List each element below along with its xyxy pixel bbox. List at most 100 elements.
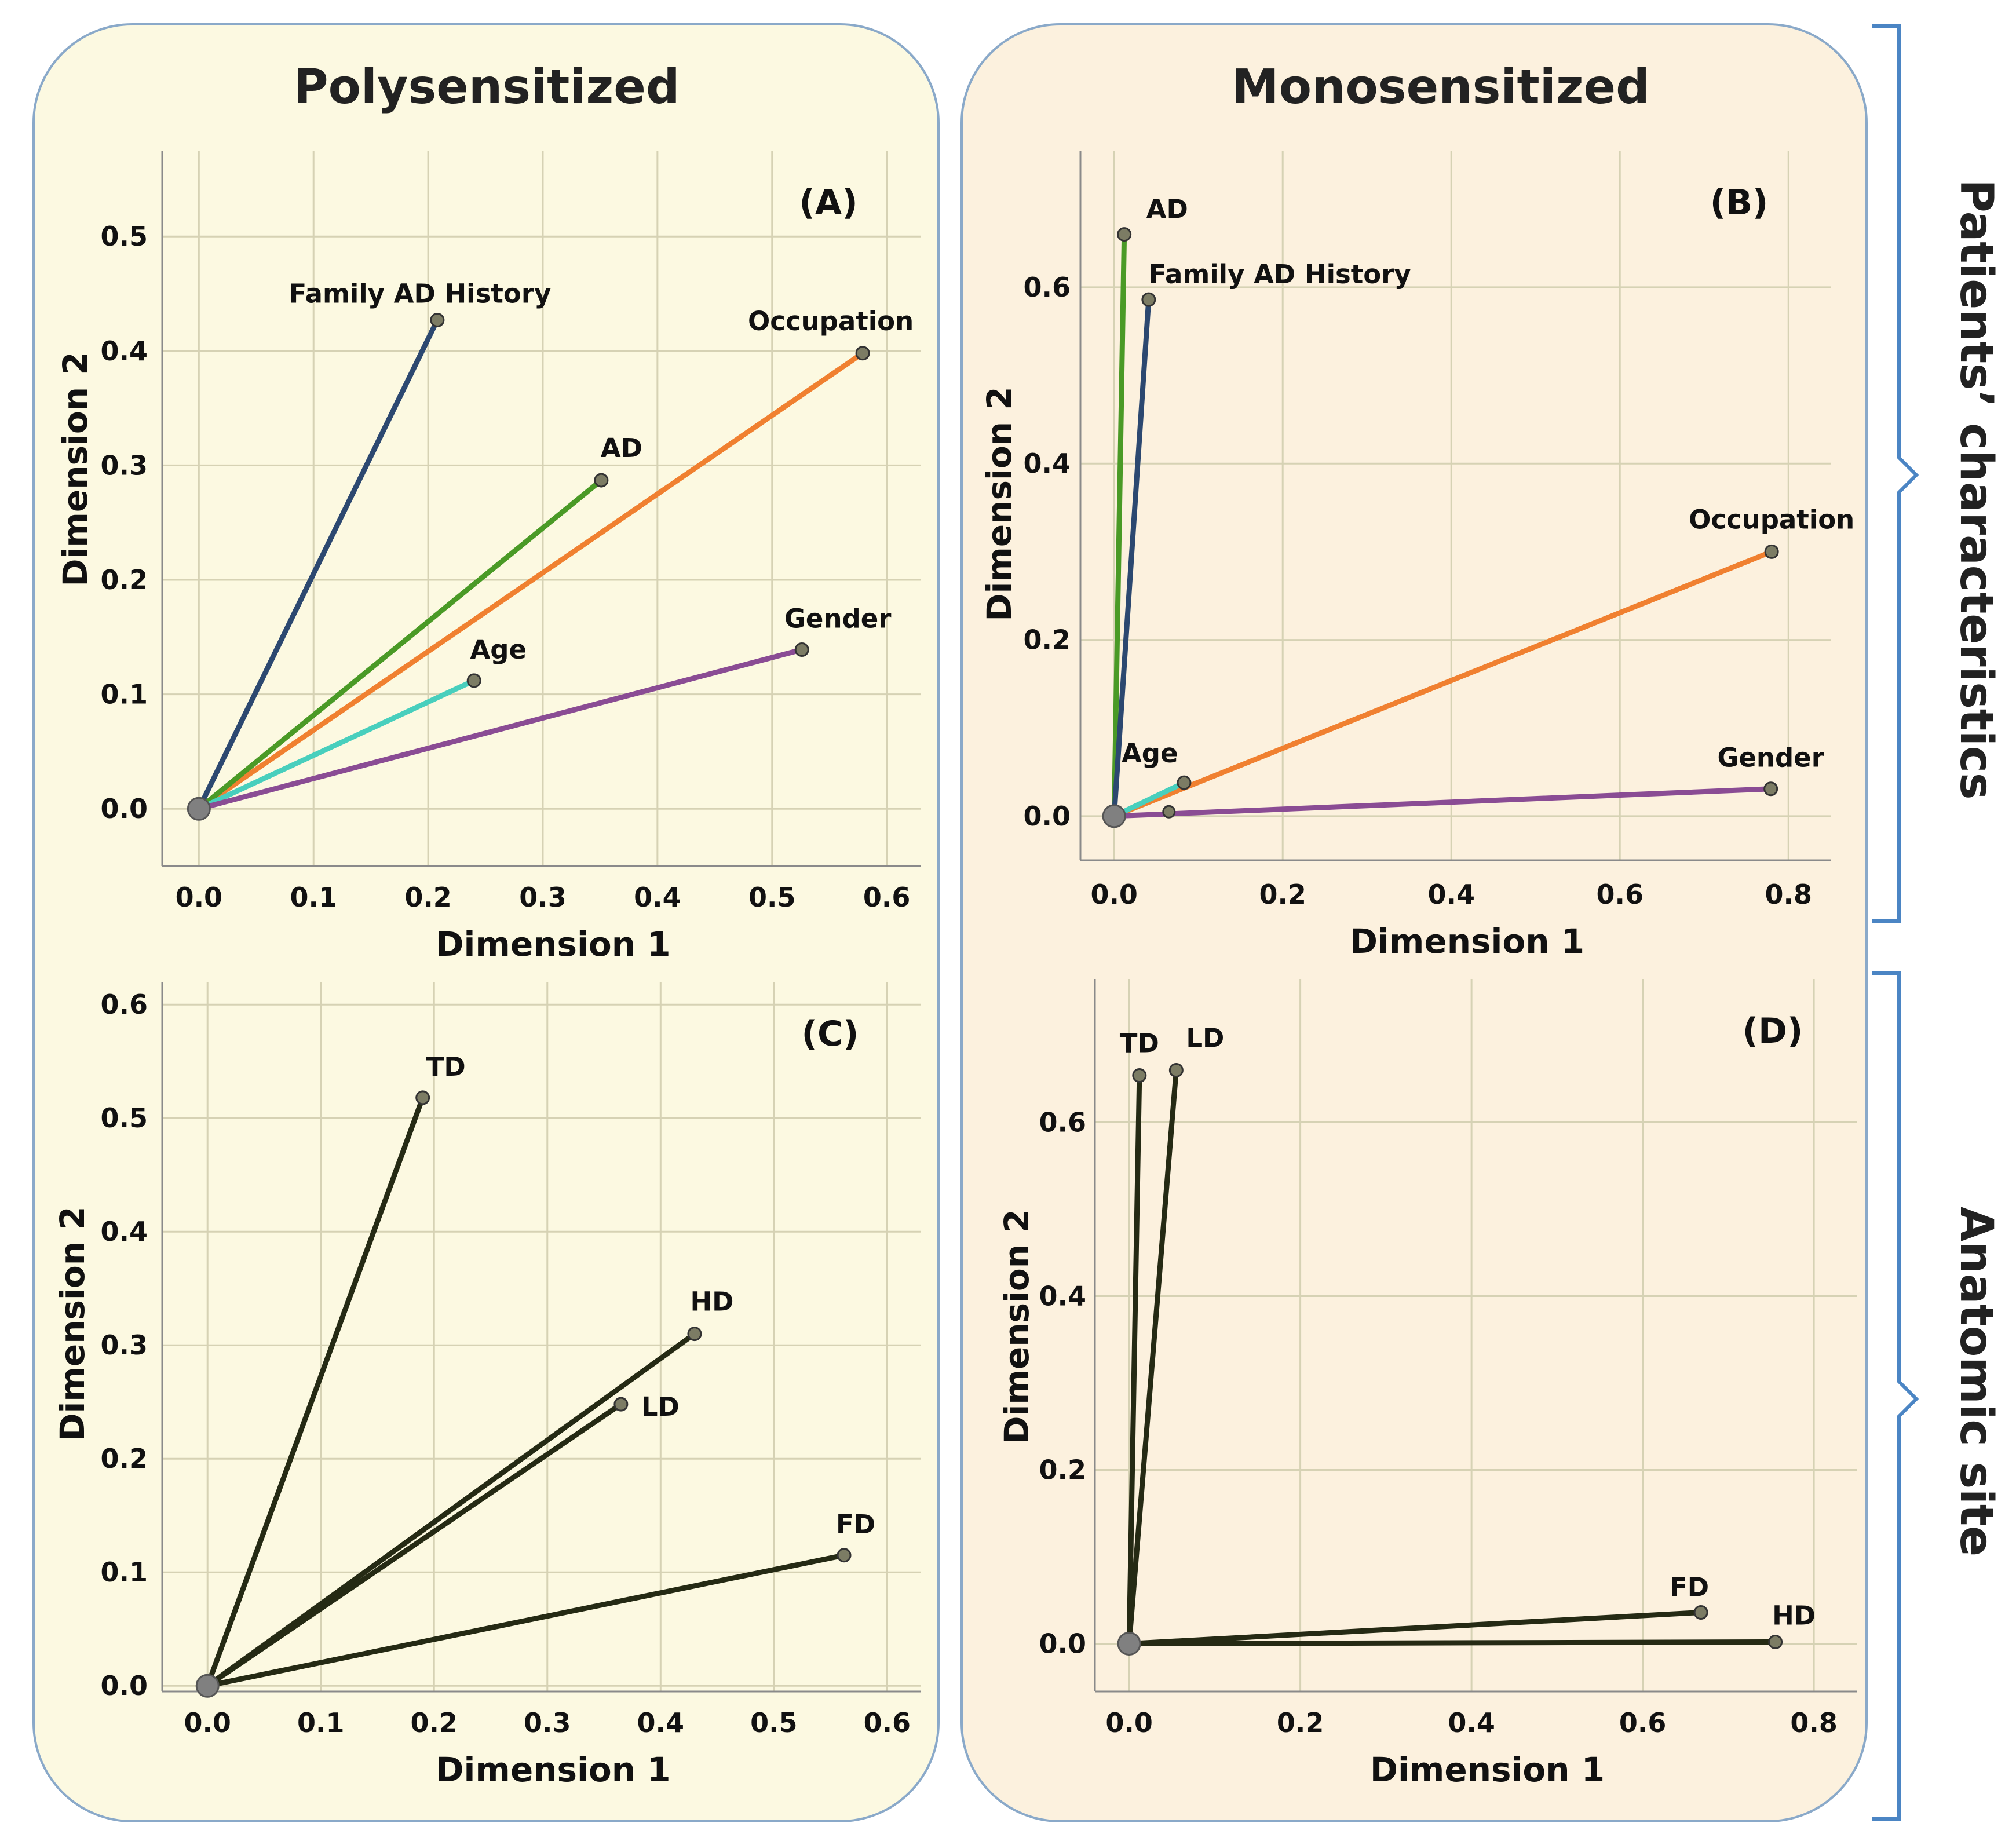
x-tick-label: 0.0 [1090,879,1138,910]
vector-label-ad: AD [601,433,642,463]
vector-label-age: Age [470,634,527,665]
vector-point-occupation [855,346,870,361]
vector-label-fd: FD [1670,1572,1709,1603]
vector-label-hd: HD [1772,1601,1816,1631]
vector-point-family-ad-history [1141,292,1156,307]
y-tick-label: 0.2 [101,1443,148,1474]
vector-point-ad [1117,227,1132,242]
vector-label-fd: FD [836,1509,875,1540]
vector-line-occupation [1111,549,1774,819]
vector-point-td [1132,1068,1147,1083]
y-axis-title: Dimension 2 [53,1206,92,1441]
vector-line-hd [1126,1639,1778,1646]
vector-point-ld [1168,1063,1184,1077]
vector-label-occupation: Occupation [748,306,914,337]
vector-point-gender [1763,781,1778,797]
panel-label-b: (B) [1710,182,1769,223]
y-tick-label: 0.6 [101,989,148,1020]
x-tick-label: 0.4 [1448,1707,1495,1738]
vector-point-hd [687,1327,702,1342]
vector-point-age [466,673,481,688]
x-tick-label: 0.1 [297,1707,345,1738]
vector-line-ad [1111,232,1127,819]
vector-line-ld [1126,1068,1179,1646]
y-tick-label: 0.0 [1024,801,1071,832]
brace-anatomic-site [1872,971,1919,1821]
vector-label-age: Age [1122,738,1178,769]
x-tick-label: 0.4 [637,1707,685,1738]
y-tick-label: 0.0 [1039,1628,1087,1660]
right-panel-bg [960,23,1868,1822]
vector-label-td: TD [426,1051,466,1082]
x-tick-label: 0.2 [411,1707,458,1738]
vector-point-age [1177,775,1192,790]
chart-d: 0.0 0.2 0.4 0.6 0.8 0.0 0.2 0.4 0.6 Dimension 1 Di… [997,979,1857,1789]
y-tick-label: 0.3 [101,450,148,481]
chart-b: 0.0 0.2 0.4 0.6 0.8 0.0 0.2 0.4 0.6 Dimension 1 Di… [980,151,1854,961]
vector-point-fd [1693,1605,1708,1620]
vector-line-gender [1111,786,1774,819]
x-tick-label: 0.6 [863,882,911,913]
x-axis-title: Dimension 1 [1370,1750,1605,1789]
vector-line-hd [204,1331,697,1689]
x-tick-label: 0.8 [1765,879,1812,910]
vector-line-occupation [196,350,865,812]
y-tick-label: 0.6 [1024,272,1071,303]
x-tick-label: 0.4 [1427,879,1475,910]
x-axis-title: Dimension 1 [436,925,670,964]
vector-label-ad: AD [1146,194,1188,225]
y-tick-label: 0.5 [101,221,148,252]
x-tick-label: 0.2 [404,882,452,913]
x-axis-title: Dimension 1 [1350,922,1584,961]
vector-point-ad [594,473,609,488]
y-tick-label: 0.2 [1024,624,1071,656]
y-axis-title: Dimension 2 [56,352,95,586]
x-tick-label: 0.0 [176,882,223,913]
vector-line-gender [196,647,805,812]
x-tick-label: 0.6 [864,1707,911,1738]
row-label-patients-characteristics: Patients’ characteristics [1950,180,2002,800]
panel-label-a: (A) [799,182,857,223]
vector-line-family-ad-history [1111,297,1152,819]
vector-label-hd: HD [690,1287,733,1317]
x-tick-label: 0.3 [519,882,567,913]
vector-label-ld: LD [641,1391,680,1422]
title-polysensitized: Polysensitized [293,60,680,115]
vector-point-gender [794,642,809,657]
x-tick-label: 0.5 [748,882,796,913]
vector-line-age [1111,780,1187,819]
x-tick-label: 0.1 [290,882,337,913]
vector-line-ld [204,1401,624,1689]
chart-c: 0.0 0.1 0.2 0.3 0.4 0.5 0.6 0.0 0.1 0.2 0.3 0.4 0.5 0… [53,982,921,1789]
y-tick-label: 0.4 [1039,1281,1087,1312]
vector-label-td: TD [1120,1028,1159,1059]
x-axis-title: Dimension 1 [436,1750,670,1789]
vector-point-family-ad-history [430,312,445,327]
x-tick-label: 0.3 [524,1707,571,1738]
vector-label-gender: Gender [1717,743,1824,773]
vector-line-family-ad-history [196,317,440,812]
chart-a: 0.0 0.1 0.2 0.3 0.4 0.5 0.6 0.0 0.1 0.2 0.3 0.4 0.5 D… [56,151,921,964]
x-tick-label: 0.0 [1105,1707,1153,1738]
x-tick-label: 0.8 [1790,1707,1838,1738]
y-tick-label: 0.0 [101,1670,148,1701]
y-tick-label: 0.4 [101,335,148,367]
origin-point [195,1674,220,1698]
y-tick-label: 0.6 [1039,1107,1087,1138]
vector-line-fd [204,1552,847,1689]
vector-point-hd [1768,1635,1783,1649]
vector-label-ld: LD [1186,1023,1224,1054]
vector-point-fd [837,1548,852,1563]
left-panel-bg [32,23,940,1822]
x-tick-label: 0.4 [634,882,681,913]
y-tick-label: 0.1 [101,1557,148,1588]
y-axis-title: Dimension 2 [980,386,1019,621]
extra-point [1162,805,1176,819]
x-tick-label: 0.5 [750,1707,798,1738]
y-tick-label: 0.3 [101,1329,148,1361]
x-tick-label: 0.6 [1619,1707,1667,1738]
y-tick-label: 0.2 [101,564,148,595]
y-tick-label: 0.4 [101,1216,148,1247]
vector-label-family-ad-history: Family AD History [288,278,551,309]
